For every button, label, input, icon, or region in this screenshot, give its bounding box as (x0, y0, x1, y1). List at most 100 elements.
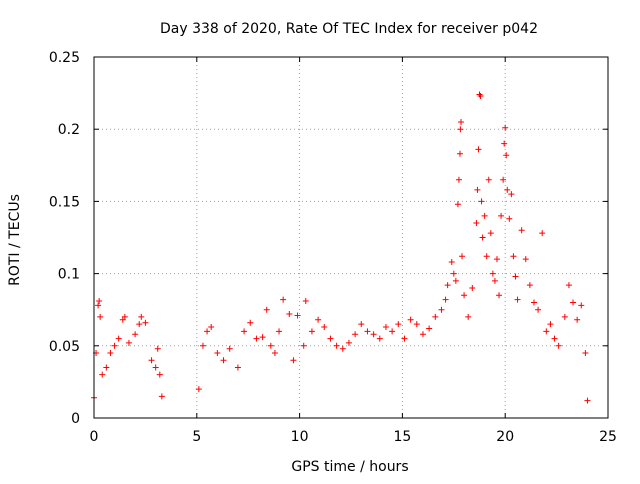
x-tick-label: 0 (90, 429, 99, 445)
data-point-marker (271, 350, 278, 357)
data-point-marker (473, 220, 480, 227)
data-point-marker (442, 296, 449, 303)
data-point-marker (450, 270, 457, 277)
data-point-marker (370, 331, 377, 338)
data-point-marker (148, 357, 155, 364)
data-point-marker (547, 321, 554, 328)
data-point-marker (99, 371, 106, 378)
data-point-marker (475, 146, 482, 153)
data-point-marker (352, 331, 359, 338)
data-point-marker (479, 234, 486, 241)
data-point-marker (539, 230, 546, 237)
data-point-marker (561, 313, 568, 320)
x-axis-label: GPS time / hours (291, 459, 408, 475)
data-point-marker (259, 334, 266, 341)
data-point-marker (469, 285, 476, 292)
data-point-marker (485, 176, 492, 183)
data-point-marker (474, 186, 481, 193)
x-tick-label: 15 (393, 429, 411, 445)
data-point-marker (518, 227, 525, 234)
data-point-marker (156, 371, 163, 378)
data-point-marker (413, 321, 420, 328)
data-point-marker (465, 313, 472, 320)
data-point-marker (327, 335, 334, 342)
data-point-marker (111, 342, 118, 349)
data-point-marker (459, 253, 466, 260)
data-point-marker (154, 345, 161, 352)
data-point-marker (138, 313, 145, 320)
data-point-marker (263, 306, 270, 313)
data-point-marker (444, 282, 451, 289)
data-point-marker (96, 298, 103, 305)
data-point-marker (504, 186, 511, 193)
data-point-marker (555, 342, 562, 349)
data-point-marker (565, 282, 572, 289)
data-point-marker (489, 270, 496, 277)
y-tick-label: 0 (71, 411, 80, 427)
data-point-marker (358, 321, 365, 328)
data-point-marker (457, 118, 464, 125)
data-point-marker (315, 316, 322, 323)
data-point-marker (578, 302, 585, 309)
data-point-marker (389, 328, 396, 335)
data-point-marker (107, 350, 114, 357)
data-point-marker (582, 350, 589, 357)
data-point-marker (121, 313, 128, 320)
data-point-marker (345, 339, 352, 346)
data-point-marker (364, 328, 371, 335)
data-point-marker (115, 335, 122, 342)
data-point-marker (455, 176, 462, 183)
data-point-marker (276, 328, 283, 335)
data-point-marker (247, 319, 254, 326)
data-point-marker (136, 321, 143, 328)
y-tick-label: 0.05 (49, 339, 80, 355)
data-point-marker (477, 92, 484, 99)
axis-ticks: 0 5 10 15 20 25 0 0.05 0.1 0.15 0.2 0.25 (49, 50, 617, 445)
data-point-marker (452, 277, 459, 284)
data-point-marker (132, 331, 139, 338)
data-point-marker (502, 124, 509, 131)
data-point-marker (158, 393, 165, 400)
data-point-marker (204, 328, 211, 335)
data-point-marker (208, 324, 215, 331)
data-point-marker (491, 277, 498, 284)
data-point-marker (493, 256, 500, 263)
data-point-marker (395, 321, 402, 328)
data-point-marker (510, 253, 517, 260)
data-point-marker (376, 335, 383, 342)
data-point-marker (195, 386, 202, 393)
data-point-marker (481, 212, 488, 219)
data-point-marker (584, 397, 591, 404)
data-point-marker (226, 345, 233, 352)
data-point-marker (401, 335, 408, 342)
data-point-marker (498, 212, 505, 219)
data-point-marker (419, 331, 426, 338)
scatter-points (91, 91, 591, 404)
x-tick-label: 25 (599, 429, 617, 445)
data-point-marker (543, 328, 550, 335)
data-point-marker (199, 342, 206, 349)
data-point-marker (290, 357, 297, 364)
data-point-marker (476, 91, 483, 98)
data-point-marker (514, 296, 521, 303)
data-point-marker (308, 328, 315, 335)
data-point-marker (512, 273, 519, 280)
data-point-marker (501, 140, 508, 147)
data-point-marker (574, 316, 581, 323)
x-tick-label: 5 (192, 429, 201, 445)
data-point-marker (142, 319, 149, 326)
data-point-marker (407, 316, 414, 323)
data-point-marker (432, 313, 439, 320)
y-tick-label: 0.15 (49, 194, 80, 210)
data-point-marker (300, 342, 307, 349)
data-point-marker (500, 176, 507, 183)
grid (94, 57, 608, 418)
data-point-marker (125, 339, 132, 346)
x-tick-label: 20 (496, 429, 514, 445)
data-point-marker (234, 364, 241, 371)
data-point-marker (302, 298, 309, 305)
data-point-marker (456, 150, 463, 157)
data-point-marker (454, 201, 461, 208)
data-point-marker (280, 296, 287, 303)
data-point-marker (506, 215, 513, 222)
